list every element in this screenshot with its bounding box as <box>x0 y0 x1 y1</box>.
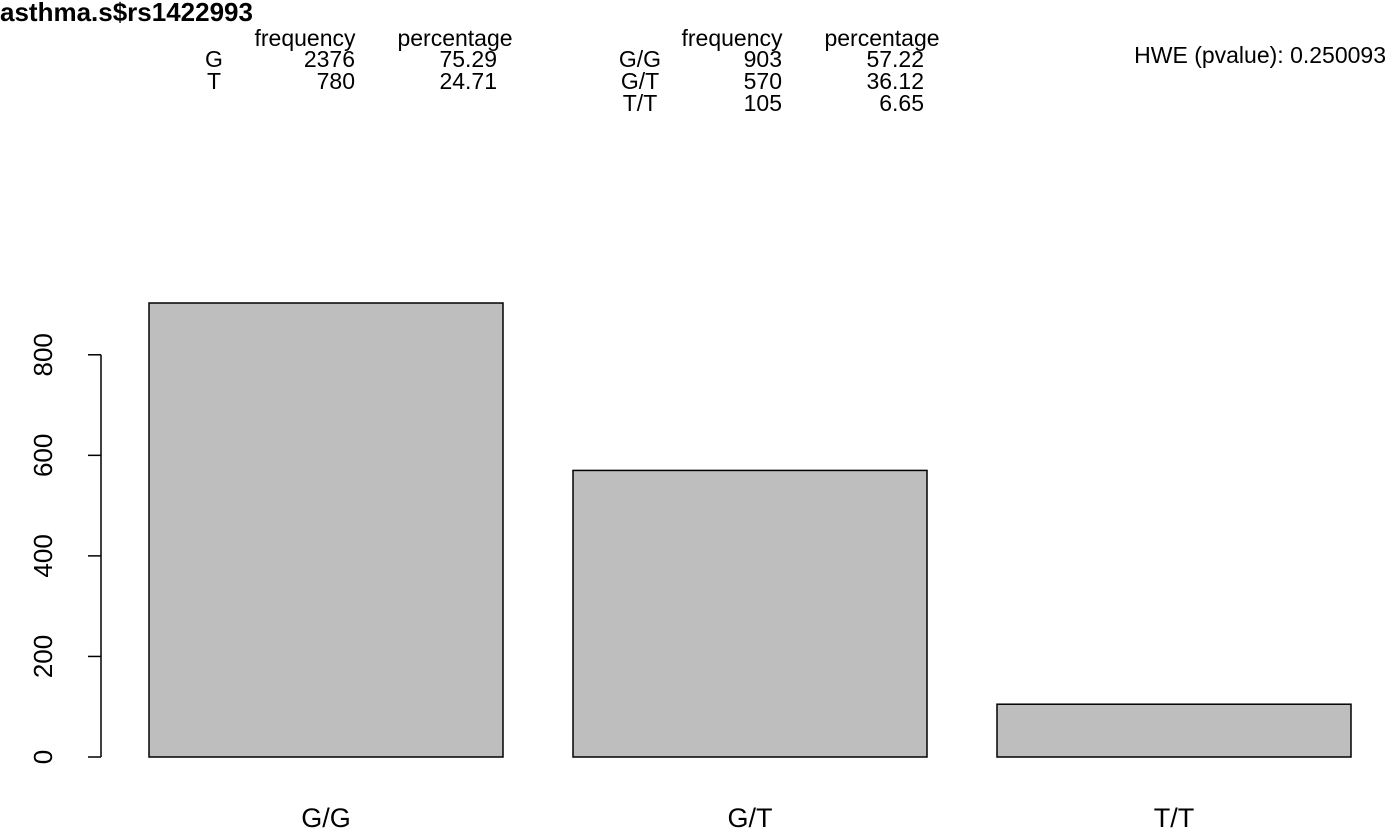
y-tick-label: 200 <box>28 635 58 678</box>
bar <box>572 469 928 758</box>
y-tick-label: 400 <box>28 534 58 577</box>
table-cell: 75.29 <box>439 46 497 72</box>
table-cell: 570 <box>744 68 782 94</box>
table-header: percentage <box>397 25 512 51</box>
y-tick-label: 800 <box>28 333 58 376</box>
table-header: frequency <box>681 25 783 51</box>
x-tick-label: G/G <box>301 803 351 832</box>
y-tick-label: 0 <box>28 750 58 764</box>
table-cell: 24.71 <box>439 68 497 94</box>
table-cell: 105 <box>744 90 782 116</box>
table-cell: 903 <box>744 46 782 72</box>
table-row-label: G/G <box>619 46 661 72</box>
table-cell: 780 <box>317 68 355 94</box>
table-cell: 6.65 <box>879 90 924 116</box>
table-cell: 36.12 <box>866 68 924 94</box>
table-header: percentage <box>824 25 939 51</box>
x-tick-label: G/T <box>728 803 773 832</box>
table-cell: 57.22 <box>866 46 924 72</box>
bar <box>996 703 1352 758</box>
table-header: frequency <box>254 25 356 51</box>
table-cell: 2376 <box>304 46 355 72</box>
y-tick-label: 600 <box>28 434 58 477</box>
table-row-label: G <box>205 46 223 72</box>
chart-title: asthma.s$rs1422993 <box>0 0 253 27</box>
bar <box>148 302 504 758</box>
table-row-label: T <box>207 68 221 94</box>
table-row-label: G/T <box>621 68 659 94</box>
x-tick-label: T/T <box>1154 803 1195 832</box>
annotation: HWE (pvalue): 0.250093 <box>1134 42 1386 68</box>
table-row-label: T/T <box>623 90 658 116</box>
